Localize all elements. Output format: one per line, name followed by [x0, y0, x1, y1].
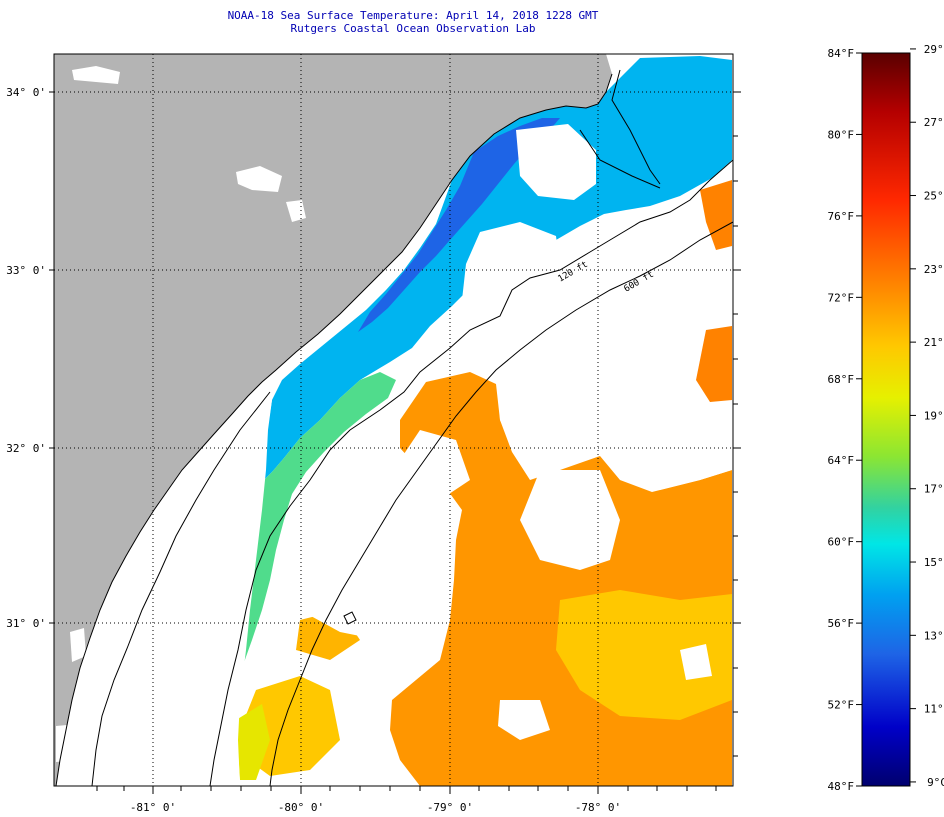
colorbar-c-label: 11°C — [924, 703, 944, 716]
lon-tick-label: -81° 0' — [130, 801, 176, 814]
land-cloud-patch — [72, 66, 120, 84]
colorbar-f-label: 76°F — [828, 210, 855, 223]
sst-green-band — [236, 372, 396, 720]
colorbar-celsius-ticks: 29°C 27°C 25°C 23°C 21°C 19°C 17°C 15°C 13°C 11°C… — [910, 43, 944, 789]
isobath-120ft — [209, 159, 733, 786]
colorbar-f-label: 68°F — [828, 373, 855, 386]
lat-tick-label: 34° 0' — [6, 86, 46, 99]
colorbar-f-label: 60°F — [828, 536, 855, 549]
map-frame — [53, 53, 734, 787]
seamount-contour — [343, 611, 357, 625]
colorbar-c-label: 15°C — [924, 556, 944, 569]
land-cloud-patch — [236, 166, 282, 192]
colorbar-c-label: 13°C — [924, 629, 944, 642]
cloud-gap — [680, 644, 712, 680]
colorbar-c-label: 25°C — [924, 190, 944, 203]
coastline — [55, 73, 613, 786]
cloud-gap — [498, 280, 732, 460]
colorbar-f-label: 80°F — [828, 128, 855, 141]
sst-cold-band — [262, 56, 732, 482]
land-cloud-patch — [70, 628, 86, 662]
colorbar-c-label: 9°C — [927, 776, 944, 789]
colorbar-c-label: 27°C — [924, 116, 944, 129]
colorbar: 84°F 80°F 76°F 72°F 68°F 64°F 60°F 56°F 52°F 48°F… — [828, 43, 944, 793]
cloud-gap — [280, 520, 400, 640]
colorbar-f-label: 84°F — [828, 47, 855, 60]
lon-tick-label: -78° 0' — [575, 801, 621, 814]
colorbar-f-label: 56°F — [828, 617, 855, 630]
lat-tick-label: 32° 0' — [6, 442, 46, 455]
map-area: 120 ft 600 ft — [54, 54, 733, 786]
sst-yellow-patch — [244, 676, 340, 776]
map-title: NOAA-18 Sea Surface Temperature: April 1… — [228, 9, 599, 22]
colorbar-c-label: 21°C — [924, 336, 944, 349]
sst-yellow-patch — [556, 590, 732, 720]
lat-tick-label: 31° 0' — [6, 617, 46, 630]
colorbar-f-label: 52°F — [828, 699, 855, 712]
sst-yellow-patch — [236, 704, 270, 780]
lon-tick-label: -80° 0' — [278, 801, 324, 814]
sst-warm-patch — [700, 180, 732, 250]
sst-cold-core — [358, 118, 560, 332]
cloud-gap — [516, 124, 596, 200]
lat-tick-label: 33° 0' — [6, 264, 46, 277]
map-subtitle: Rutgers Coastal Ocean Observation Lab — [290, 22, 535, 35]
isobath-600ft — [269, 221, 733, 786]
cloud-gap — [462, 222, 560, 316]
cloud-gap — [520, 470, 620, 570]
cloud-gap — [400, 430, 470, 500]
colorbar-f-label: 48°F — [828, 780, 855, 793]
cloud-gap — [640, 410, 732, 490]
colorbar-fahrenheit-ticks: 84°F 80°F 76°F 72°F 68°F 64°F 60°F 56°F 52°F 48°F — [828, 47, 862, 793]
colorbar-c-label: 23°C — [924, 263, 944, 276]
nearshore-cloud — [56, 382, 272, 786]
colorbar-gradient — [861, 52, 911, 787]
land-cloud-patch — [286, 200, 306, 222]
coastline-islands — [91, 69, 661, 786]
land-mass — [54, 54, 612, 786]
colorbar-c-label: 19°C — [924, 409, 944, 422]
sst-warm-patch — [696, 326, 732, 402]
lon-tick-label: -79° 0' — [427, 801, 473, 814]
cloud-gap — [498, 700, 550, 740]
colorbar-f-label: 64°F — [828, 454, 855, 467]
frame-ticks — [49, 91, 741, 794]
colorbar-c-label: 17°C — [924, 483, 944, 496]
colorbar-f-label: 72°F — [828, 291, 855, 304]
colorbar-c-label: 29°C — [924, 43, 944, 56]
